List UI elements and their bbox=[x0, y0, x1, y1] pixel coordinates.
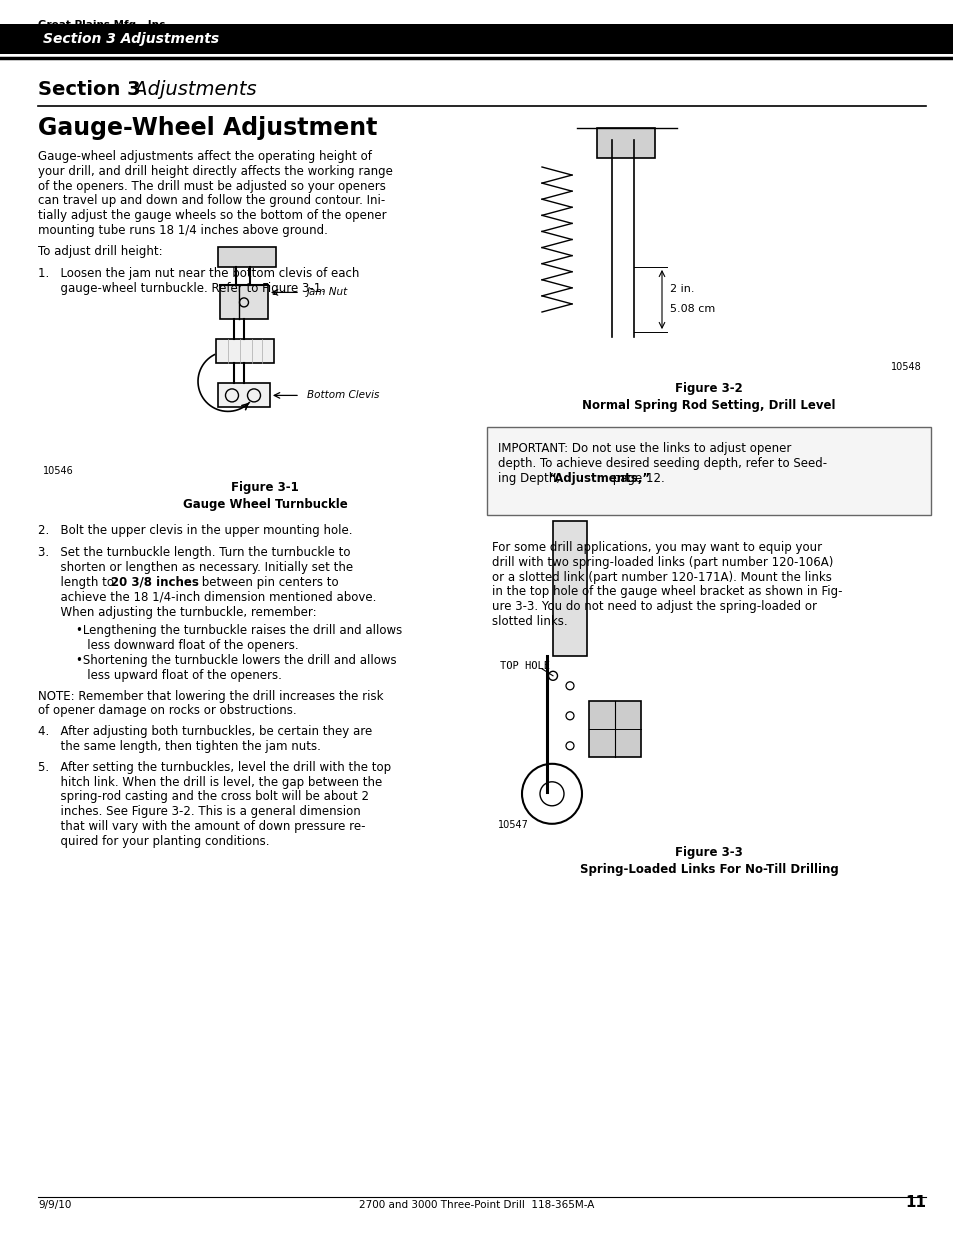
Text: or a slotted link (part number 120-171A). Mount the links: or a slotted link (part number 120-171A)… bbox=[492, 571, 831, 584]
Text: length to: length to bbox=[38, 576, 117, 589]
Text: Great Plains Mfg., Inc.: Great Plains Mfg., Inc. bbox=[38, 20, 169, 30]
Text: shorten or lengthen as necessary. Initially set the: shorten or lengthen as necessary. Initia… bbox=[38, 561, 353, 574]
Text: that will vary with the amount of down pressure re-: that will vary with the amount of down p… bbox=[38, 820, 365, 832]
Text: ing Depth,: ing Depth, bbox=[497, 472, 563, 484]
Text: of opener damage on rocks or obstructions.: of opener damage on rocks or obstruction… bbox=[38, 704, 296, 718]
Text: ure 3-3. You do not need to adjust the spring-loaded or: ure 3-3. You do not need to adjust the s… bbox=[492, 600, 816, 614]
Text: mounting tube runs 18 1/4 inches above ground.: mounting tube runs 18 1/4 inches above g… bbox=[38, 224, 328, 237]
Text: Gauge Wheel Turnbuckle: Gauge Wheel Turnbuckle bbox=[182, 499, 347, 511]
Text: gauge-wheel turnbuckle. Refer to Figure 3-1.: gauge-wheel turnbuckle. Refer to Figure … bbox=[38, 282, 325, 295]
Text: 2700 and 3000 Three-Point Drill  118-365M-A: 2700 and 3000 Three-Point Drill 118-365M… bbox=[359, 1200, 594, 1210]
Text: page 12.: page 12. bbox=[608, 472, 664, 484]
Text: Figure 3-3: Figure 3-3 bbox=[675, 846, 742, 858]
Text: 2 in.: 2 in. bbox=[669, 284, 694, 294]
Text: hitch link. When the drill is level, the gap between the: hitch link. When the drill is level, the… bbox=[38, 776, 382, 789]
Text: drill with two spring-loaded links (part number 120-106A): drill with two spring-loaded links (part… bbox=[492, 556, 833, 569]
Text: slotted links.: slotted links. bbox=[492, 615, 567, 629]
Text: your drill, and drill height directly affects the working range: your drill, and drill height directly af… bbox=[38, 164, 393, 178]
Text: Figure 3-1: Figure 3-1 bbox=[231, 482, 298, 494]
Bar bbox=[588, 700, 640, 757]
Text: between pin centers to: between pin centers to bbox=[198, 576, 338, 589]
Text: Normal Spring Rod Setting, Drill Level: Normal Spring Rod Setting, Drill Level bbox=[581, 399, 835, 412]
Text: 5.08 cm: 5.08 cm bbox=[669, 305, 715, 315]
Text: 4.   After adjusting both turnbuckles, be certain they are: 4. After adjusting both turnbuckles, be … bbox=[38, 725, 372, 739]
Text: 10547: 10547 bbox=[497, 820, 528, 830]
Bar bbox=[218, 383, 270, 408]
Text: Gauge-Wheel Adjustment: Gauge-Wheel Adjustment bbox=[38, 116, 377, 140]
Text: Gauge-wheel adjustments affect the operating height of: Gauge-wheel adjustments affect the opera… bbox=[38, 149, 372, 163]
Text: 11: 11 bbox=[904, 1195, 925, 1210]
Text: less upward float of the openers.: less upward float of the openers. bbox=[76, 669, 281, 682]
Text: spring-rod casting and the cross bolt will be about 2: spring-rod casting and the cross bolt wi… bbox=[38, 790, 369, 804]
Text: IMPORTANT: Do not use the links to adjust opener: IMPORTANT: Do not use the links to adjus… bbox=[497, 442, 791, 454]
Text: Spring-Loaded Links For No-Till Drilling: Spring-Loaded Links For No-Till Drilling bbox=[579, 863, 838, 876]
Text: in the top hole of the gauge wheel bracket as shown in Fig-: in the top hole of the gauge wheel brack… bbox=[492, 585, 841, 599]
Text: “Adjustments,”: “Adjustments,” bbox=[548, 472, 650, 484]
Text: the same length, then tighten the jam nuts.: the same length, then tighten the jam nu… bbox=[38, 740, 320, 753]
Text: When adjusting the turnbuckle, remember:: When adjusting the turnbuckle, remember: bbox=[38, 605, 316, 619]
Text: 10546: 10546 bbox=[43, 467, 73, 477]
Text: For some drill applications, you may want to equip your: For some drill applications, you may wan… bbox=[492, 541, 821, 555]
Text: less downward float of the openers.: less downward float of the openers. bbox=[76, 640, 298, 652]
Text: Bottom Clevis: Bottom Clevis bbox=[307, 390, 379, 400]
Text: 2.   Bolt the upper clevis in the upper mounting hole.: 2. Bolt the upper clevis in the upper mo… bbox=[38, 525, 352, 537]
Text: quired for your planting conditions.: quired for your planting conditions. bbox=[38, 835, 269, 847]
Text: •Lengthening the turnbuckle raises the drill and allows: •Lengthening the turnbuckle raises the d… bbox=[76, 625, 402, 637]
Text: •Shortening the turnbuckle lowers the drill and allows: •Shortening the turnbuckle lowers the dr… bbox=[76, 655, 396, 667]
Text: Section 3: Section 3 bbox=[38, 80, 140, 99]
Text: depth. To achieve desired seeding depth, refer to Seed-: depth. To achieve desired seeding depth,… bbox=[497, 457, 826, 469]
Text: Jam Nut: Jam Nut bbox=[307, 288, 348, 298]
Text: 5.   After setting the turnbuckles, level the drill with the top: 5. After setting the turnbuckles, level … bbox=[38, 761, 391, 774]
Text: 9/9/10: 9/9/10 bbox=[38, 1200, 71, 1210]
Text: Figure 3-2: Figure 3-2 bbox=[675, 382, 742, 395]
Text: TOP HOLE: TOP HOLE bbox=[499, 661, 550, 671]
Text: of the openers. The drill must be adjusted so your openers: of the openers. The drill must be adjust… bbox=[38, 179, 385, 193]
Bar bbox=[215, 340, 274, 363]
Bar bbox=[486, 427, 930, 515]
Text: Section 3 Adjustments: Section 3 Adjustments bbox=[43, 32, 219, 46]
Text: 1.   Loosen the jam nut near the bottom clevis of each: 1. Loosen the jam nut near the bottom cl… bbox=[38, 267, 359, 280]
Text: To adjust drill height:: To adjust drill height: bbox=[38, 245, 162, 258]
Text: can travel up and down and follow the ground contour. Ini-: can travel up and down and follow the gr… bbox=[38, 194, 385, 207]
Text: 10548: 10548 bbox=[890, 362, 921, 372]
Text: Adjustments: Adjustments bbox=[128, 80, 256, 99]
Text: achieve the 18 1/4-inch dimension mentioned above.: achieve the 18 1/4-inch dimension mentio… bbox=[38, 590, 376, 604]
Text: NOTE: Remember that lowering the drill increases the risk: NOTE: Remember that lowering the drill i… bbox=[38, 689, 383, 703]
Bar bbox=[0, 23, 953, 54]
Text: tially adjust the gauge wheels so the bottom of the opener: tially adjust the gauge wheels so the bo… bbox=[38, 209, 386, 222]
Bar bbox=[218, 247, 275, 268]
Text: 20 3/8 inches: 20 3/8 inches bbox=[111, 576, 198, 589]
Text: inches. See Figure 3-2. This is a general dimension: inches. See Figure 3-2. This is a genera… bbox=[38, 805, 360, 819]
Text: 3.   Set the turnbuckle length. Turn the turnbuckle to: 3. Set the turnbuckle length. Turn the t… bbox=[38, 546, 350, 559]
Bar bbox=[553, 521, 586, 656]
Bar bbox=[220, 285, 268, 320]
Bar bbox=[597, 128, 655, 158]
